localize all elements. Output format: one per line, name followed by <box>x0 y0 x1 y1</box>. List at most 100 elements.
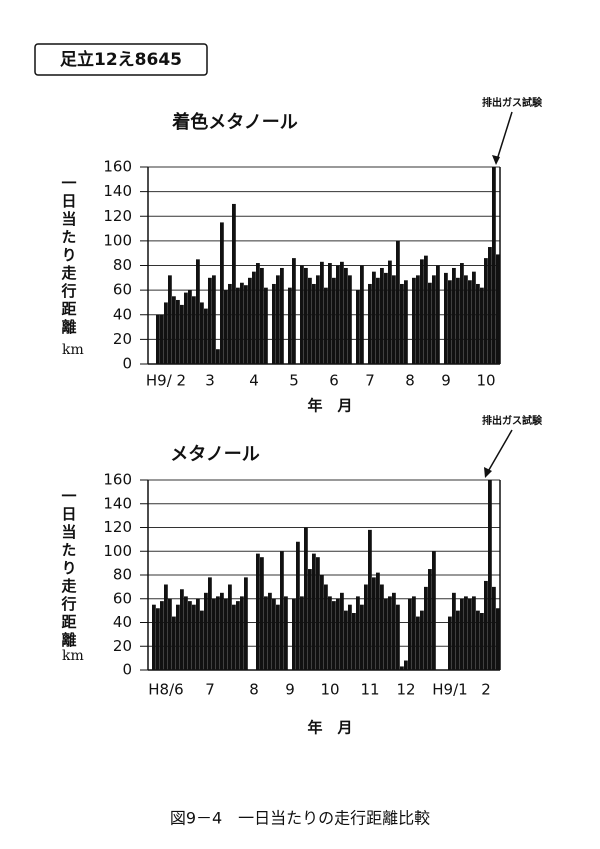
bar <box>336 265 340 364</box>
bar <box>228 283 232 364</box>
annotation: 排出ガス試験 <box>482 414 543 427</box>
bar <box>180 589 184 670</box>
bar <box>420 610 424 670</box>
x-tick-label: 5 <box>289 372 299 390</box>
y-axis-label: 一日当たり走行距離 <box>60 488 78 650</box>
bar <box>408 598 412 670</box>
x-tick-label: 10 <box>320 681 339 699</box>
bar <box>264 596 268 670</box>
bar <box>196 259 200 364</box>
bar <box>344 610 348 670</box>
bar <box>272 598 276 670</box>
annotation-arrow <box>485 429 513 476</box>
bar <box>476 283 480 364</box>
bar <box>164 302 168 364</box>
bar <box>352 613 356 670</box>
bar <box>488 480 492 670</box>
y-axis-label: 一日当たり走行距離 <box>60 175 78 337</box>
bar <box>400 283 404 364</box>
bar <box>264 287 268 364</box>
bar <box>340 261 344 364</box>
bar <box>372 577 376 670</box>
bar <box>464 596 468 670</box>
bar <box>460 598 464 670</box>
bar <box>312 283 316 364</box>
bar <box>412 277 416 364</box>
bar <box>456 277 460 364</box>
bar <box>308 277 312 364</box>
y-tick-label: 40 <box>113 305 132 323</box>
bar <box>404 280 408 364</box>
bar <box>192 604 196 670</box>
y-tick-label: 140 <box>103 182 132 200</box>
header-box <box>34 43 208 76</box>
bar <box>444 272 448 364</box>
y-tick-label: 160 <box>103 471 132 489</box>
bar <box>416 275 420 364</box>
bar <box>204 592 208 670</box>
bar <box>492 167 496 364</box>
bar <box>484 580 488 670</box>
bar <box>376 572 380 670</box>
bar <box>340 592 344 670</box>
bar <box>412 596 416 670</box>
bar <box>480 613 484 670</box>
x-tick-label: 3 <box>205 372 215 390</box>
bar <box>172 296 176 364</box>
bar <box>308 569 312 670</box>
bar <box>184 596 188 670</box>
bar <box>396 240 400 364</box>
bar <box>332 277 336 364</box>
bar <box>316 557 320 670</box>
y-tick-label: 80 <box>113 566 132 584</box>
bar <box>376 277 380 364</box>
bar <box>348 604 352 670</box>
y-tick-label: 40 <box>113 613 132 631</box>
bar <box>480 287 484 364</box>
y-tick-label: 140 <box>103 494 132 512</box>
bar <box>344 267 348 364</box>
chart-title: 着色メタノール <box>171 111 297 133</box>
bar <box>240 596 244 670</box>
bar <box>356 290 360 364</box>
bar <box>428 569 432 670</box>
x-tick-label: 9 <box>441 372 451 390</box>
bar <box>496 254 500 364</box>
x-axis-label: 年 月 <box>307 719 352 737</box>
bar <box>324 287 328 364</box>
y-tick-label: 100 <box>103 231 132 249</box>
bar <box>244 285 248 364</box>
bar <box>220 592 224 670</box>
bar <box>384 598 388 670</box>
bar <box>364 584 368 670</box>
bar <box>268 592 272 670</box>
bar <box>320 261 324 364</box>
bar <box>404 660 408 670</box>
bar <box>324 584 328 670</box>
x-tick-label: H9/1 <box>432 681 467 699</box>
bar <box>492 586 496 670</box>
bar <box>220 222 224 364</box>
y-tick-label: 20 <box>113 330 132 348</box>
bar <box>360 265 364 364</box>
bar <box>472 596 476 670</box>
bar <box>160 601 164 670</box>
bar <box>348 275 352 364</box>
bar <box>380 584 384 670</box>
bar <box>448 280 452 364</box>
bar <box>380 267 384 364</box>
bar <box>316 275 320 364</box>
bar <box>400 666 404 670</box>
arrow-head <box>492 155 500 165</box>
bar <box>476 610 480 670</box>
bar <box>496 608 500 670</box>
bar <box>216 349 220 364</box>
bar <box>156 314 160 364</box>
bar <box>392 275 396 364</box>
bar <box>224 598 228 670</box>
bar <box>204 308 208 364</box>
x-tick-label: 7 <box>205 681 215 699</box>
bar <box>328 596 332 670</box>
